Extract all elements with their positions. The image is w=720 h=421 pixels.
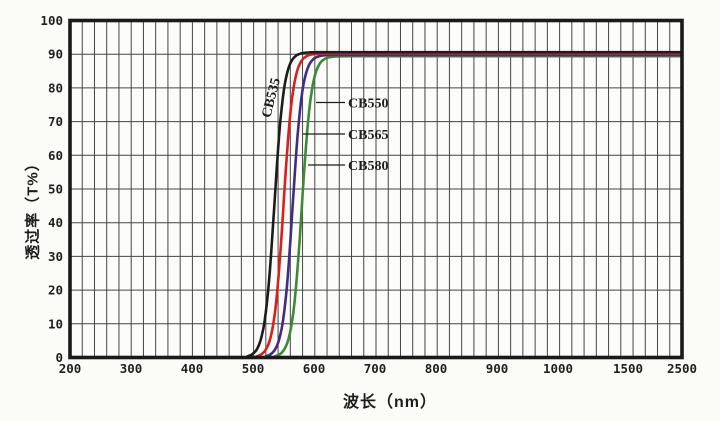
curve-label-cb580: CB580 — [348, 159, 388, 174]
curve-label-cb565: CB565 — [348, 128, 388, 143]
x-tick-label: 700 — [364, 361, 387, 376]
curve-cb565 — [264, 53, 684, 358]
x-tick-label: 500 — [242, 361, 265, 376]
y-tick-label: 0 — [55, 350, 63, 365]
x-tick-label: 900 — [486, 361, 509, 376]
x-tick-label: 400 — [181, 361, 204, 376]
y-tick-label: 20 — [48, 283, 63, 298]
x-tick-label: 800 — [425, 361, 448, 376]
x-axis-title: 波长（nm） — [342, 394, 437, 411]
y-axis-title: 透过率（T%） — [24, 155, 42, 260]
y-tick-label: 10 — [48, 316, 63, 331]
y-tick-label: 100 — [40, 13, 63, 28]
curve-cb535 — [246, 50, 684, 358]
y-tick-label: 40 — [48, 215, 63, 230]
plot-border — [68, 18, 684, 360]
x-tick-label: 1500 — [613, 361, 643, 376]
x-tick-label: 200 — [59, 361, 82, 376]
y-tick-label: 30 — [48, 249, 63, 264]
y-tick-label: 60 — [48, 148, 63, 163]
x-tick-label: 600 — [303, 361, 326, 376]
x-tick-label: 300 — [120, 361, 143, 376]
y-tick-label: 70 — [48, 114, 63, 129]
x-tick-label: 2500 — [667, 361, 697, 376]
y-tick-label: 90 — [48, 47, 63, 62]
curve-label-cb550: CB550 — [348, 97, 388, 112]
x-tick-label: 1000 — [543, 361, 573, 376]
y-tick-label: 80 — [48, 80, 63, 95]
y-tick-label: 50 — [48, 182, 63, 197]
